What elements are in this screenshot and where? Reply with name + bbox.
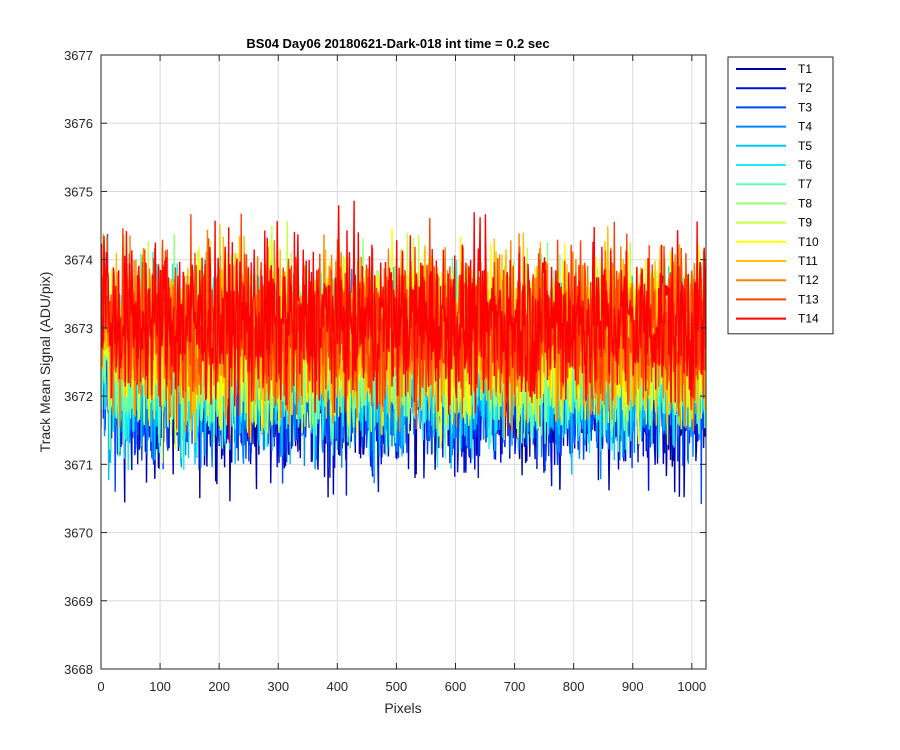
y-tick-label: 3673: [64, 321, 93, 336]
x-tick-label: 300: [267, 679, 289, 694]
legend-label: T9: [798, 216, 812, 230]
legend-label: T4: [798, 120, 812, 134]
x-tick-label: 700: [504, 679, 526, 694]
y-tick-label: 3672: [64, 389, 93, 404]
y-tick-label: 3671: [64, 457, 93, 472]
x-tick-label: 100: [149, 679, 171, 694]
legend-label: T5: [798, 139, 812, 153]
x-axis-label: Pixels: [384, 700, 421, 716]
x-tick-label: 1000: [677, 679, 706, 694]
x-tick-label: 900: [622, 679, 644, 694]
y-tick-label: 3677: [64, 48, 93, 63]
y-axis-ticks: 3668 3669 3670 3671 3672 3673 3674 3675 3676 3677: [64, 48, 706, 677]
x-axis-ticks: 0 100 200 300 400 500 600 700 800 900 1000: [97, 55, 706, 694]
y-tick-label: 3676: [64, 116, 93, 131]
legend-label: T13: [798, 292, 819, 306]
series-line-t14: [101, 200, 706, 443]
x-tick-label: 400: [326, 679, 348, 694]
legend-label: T3: [798, 100, 812, 114]
legend-label: T12: [798, 273, 819, 287]
x-tick-label: 200: [208, 679, 230, 694]
legend-label: T11: [798, 254, 818, 268]
legend-label: T10: [798, 235, 819, 249]
legend-box: [727, 56, 834, 335]
x-tick-label: 600: [445, 679, 467, 694]
x-tick-label: 800: [563, 679, 585, 694]
plot-frame: [100, 54, 707, 670]
y-tick-label: 3668: [64, 662, 93, 677]
legend-label: T2: [798, 81, 812, 95]
y-axis-label: Track Mean Signal (ADU/pix): [37, 272, 53, 453]
x-tick-label: 0: [97, 679, 104, 694]
y-tick-label: 3670: [64, 526, 93, 541]
legend-label: T7: [798, 177, 812, 191]
legend-label: T1: [798, 62, 812, 76]
series-group: [101, 200, 706, 505]
y-tick-label: 3674: [64, 253, 93, 268]
y-tick-label: 3669: [64, 594, 93, 609]
legend-label: T14: [798, 312, 819, 326]
y-tick-label: 3675: [64, 184, 93, 199]
chart-title: BS04 Day06 20180621-Dark-018 int time = …: [246, 36, 549, 51]
x-tick-label: 500: [386, 679, 408, 694]
legend-label: T6: [798, 158, 812, 172]
legend[interactable]: T1 T2 T3 T4 T5 T6 T7 T8 T9 T10 T11 T12 T13 T14: [727, 56, 834, 335]
legend-label: T8: [798, 196, 812, 210]
